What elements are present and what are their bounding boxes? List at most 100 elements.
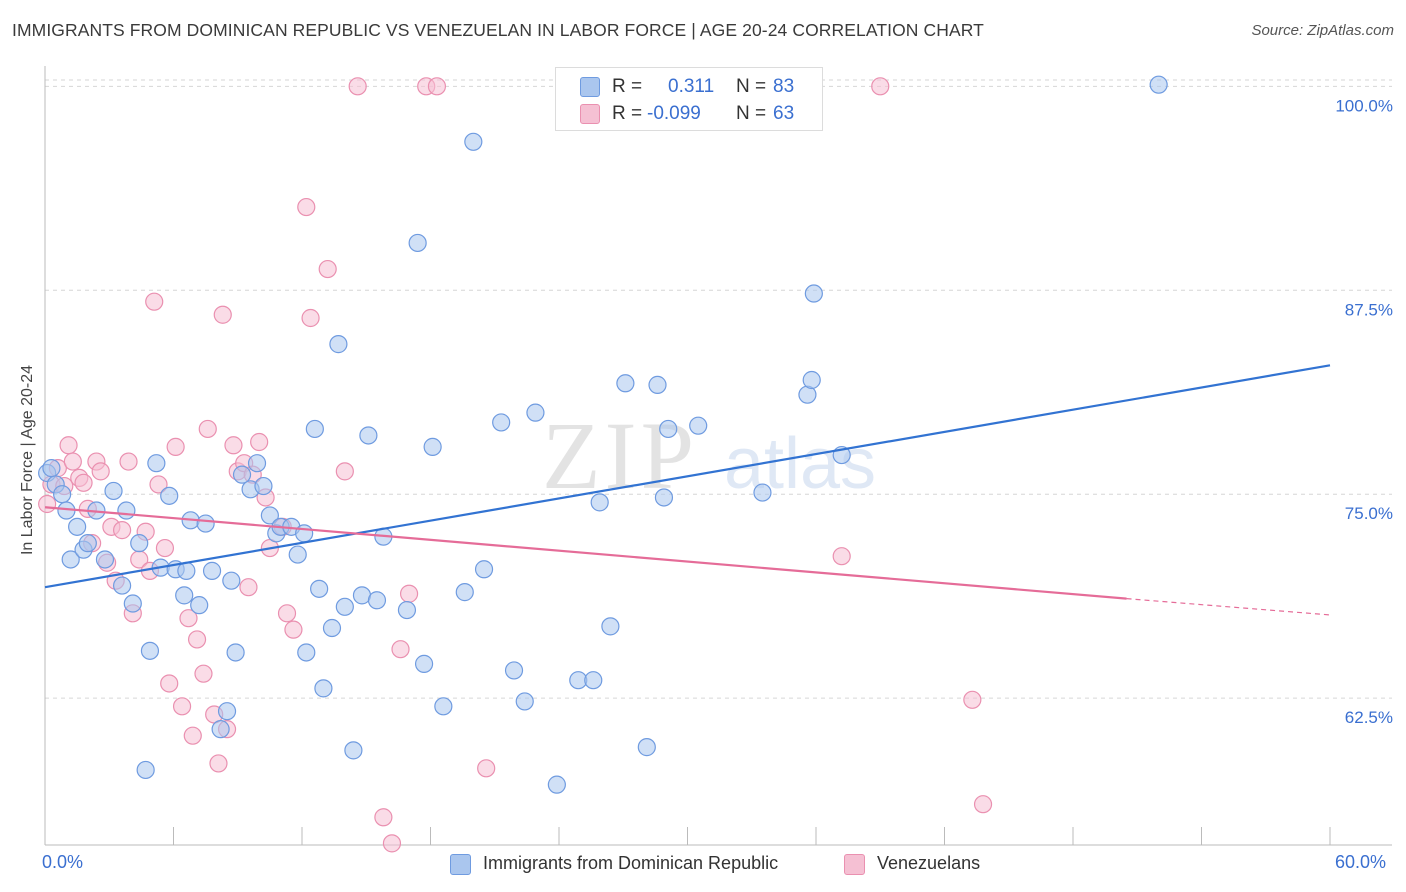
- trend-lines: [44, 364, 1331, 616]
- y-tick-label: 87.5%: [1345, 300, 1393, 319]
- venezuelans-point: [145, 292, 164, 311]
- venezuelans-point: [284, 620, 303, 639]
- venezuelans-point: [194, 664, 213, 683]
- dominican-point: [547, 775, 566, 794]
- dominican-point: [61, 550, 80, 569]
- dominican-point: [584, 671, 603, 690]
- dominican-point: [616, 374, 635, 393]
- venezuelans-point: [318, 259, 337, 279]
- venezuelans-point: [224, 436, 243, 455]
- dominican-point: [160, 486, 179, 505]
- venezuelans-point: [63, 452, 82, 471]
- dominican-point: [515, 692, 534, 711]
- dominican-point: [190, 596, 209, 615]
- correlation-legend: R = 0.311 N = 83 R = -0.099 N = 63: [555, 67, 823, 131]
- dominican-point: [217, 702, 237, 721]
- dominican-point: [112, 576, 132, 595]
- dominican-point: [474, 560, 494, 579]
- axes: [44, 66, 1392, 846]
- dominican-point: [804, 284, 823, 303]
- legend-r-label: R =: [612, 76, 643, 97]
- venezuelans-point: [149, 475, 168, 494]
- dominican-point: [434, 697, 453, 716]
- dominican-point: [78, 534, 97, 553]
- venezuelans-point: [297, 197, 316, 217]
- venezuelans-point: [374, 808, 393, 827]
- x-axis-min-label: 0.0%: [42, 852, 84, 872]
- legend-n-value: 63: [773, 103, 795, 124]
- dominican-point: [397, 600, 417, 620]
- dominican-point: [68, 517, 87, 536]
- dominican-point: [202, 561, 222, 580]
- venezuelans-point: [391, 640, 410, 659]
- venezuelans-trend-extension: [1126, 598, 1331, 616]
- y-tick-labels: 62.5% 75.0% 87.5% 100.0%: [1335, 96, 1393, 727]
- dominican-point: [95, 550, 115, 569]
- y-tick-label: 100.0%: [1335, 96, 1393, 115]
- dominican-point: [464, 132, 483, 151]
- legend-swatch-blue: [450, 854, 471, 875]
- legend-label-venezuelans: Venezuelans: [877, 853, 981, 873]
- dominican-point: [260, 506, 279, 525]
- source-attribution: Source: ZipAtlas.com: [1251, 22, 1394, 39]
- dominican-point: [254, 476, 273, 496]
- dominican-point: [226, 643, 245, 662]
- dominican-point: [423, 437, 442, 456]
- dominican-point: [42, 459, 61, 478]
- legend-n-label: N =: [736, 103, 767, 124]
- dominican-point: [310, 579, 329, 598]
- dominican-point: [637, 738, 656, 757]
- venezuelans-point: [119, 452, 138, 471]
- venezuelans-point: [187, 630, 207, 649]
- legend-swatch-blue: [580, 77, 600, 97]
- venezuelans-point: [963, 690, 982, 709]
- dominican-point: [53, 485, 72, 504]
- dominican-point: [136, 760, 155, 780]
- venezuelans-point: [335, 462, 354, 481]
- venezuelans-trend-line: [44, 506, 1127, 600]
- dominican-point: [175, 586, 194, 605]
- venezuelans-point: [239, 578, 258, 597]
- dominican-point: [654, 488, 674, 507]
- watermark-atlas: atlas: [724, 424, 876, 504]
- venezuelans-point: [160, 674, 179, 693]
- dominican-point: [130, 534, 149, 553]
- dominican-point: [504, 661, 524, 680]
- chart-title: IMMIGRANTS FROM DOMINICAN REPUBLIC VS VE…: [12, 20, 984, 40]
- dominican-point: [335, 597, 354, 616]
- venezuelans-point: [427, 77, 447, 96]
- watermark-zip: ZIP: [542, 402, 698, 509]
- dominican-point: [196, 514, 215, 533]
- venezuelans-point: [301, 308, 320, 328]
- dominican-point: [329, 335, 348, 354]
- dominican-point: [147, 454, 166, 473]
- x-axis-max-label: 60.0%: [1335, 852, 1387, 872]
- venezuelans-point: [209, 754, 228, 773]
- venezuelans-point: [74, 473, 93, 492]
- venezuelans-point: [166, 437, 185, 456]
- dominican-point: [753, 483, 772, 502]
- venezuelans-point: [382, 834, 402, 853]
- dominican-point: [648, 375, 667, 394]
- legend-label-dominican: Immigrants from Dominican Republic: [483, 853, 779, 873]
- venezuelans-point: [155, 538, 175, 558]
- venezuelans-point: [59, 436, 78, 455]
- venezuelans-point: [871, 77, 890, 96]
- dominican-point: [247, 454, 267, 473]
- dominican-point: [414, 654, 434, 673]
- dominican-point: [222, 571, 241, 590]
- venezuelans-point: [172, 697, 192, 716]
- venezuelans-point: [277, 604, 297, 623]
- series-legend: Immigrants from Dominican Republic Venez…: [0, 850, 1406, 880]
- dominican-point: [232, 465, 252, 484]
- dominican-point: [123, 594, 142, 613]
- venezuelans-point: [213, 305, 232, 324]
- legend-swatch-pink: [844, 854, 865, 875]
- dominican-point: [117, 501, 136, 520]
- dominican-point: [492, 413, 511, 432]
- dominican-point: [590, 493, 609, 512]
- y-tick-label: 75.0%: [1345, 504, 1393, 523]
- venezuelans-point: [250, 432, 269, 452]
- legend-r-value: 0.311: [668, 76, 715, 97]
